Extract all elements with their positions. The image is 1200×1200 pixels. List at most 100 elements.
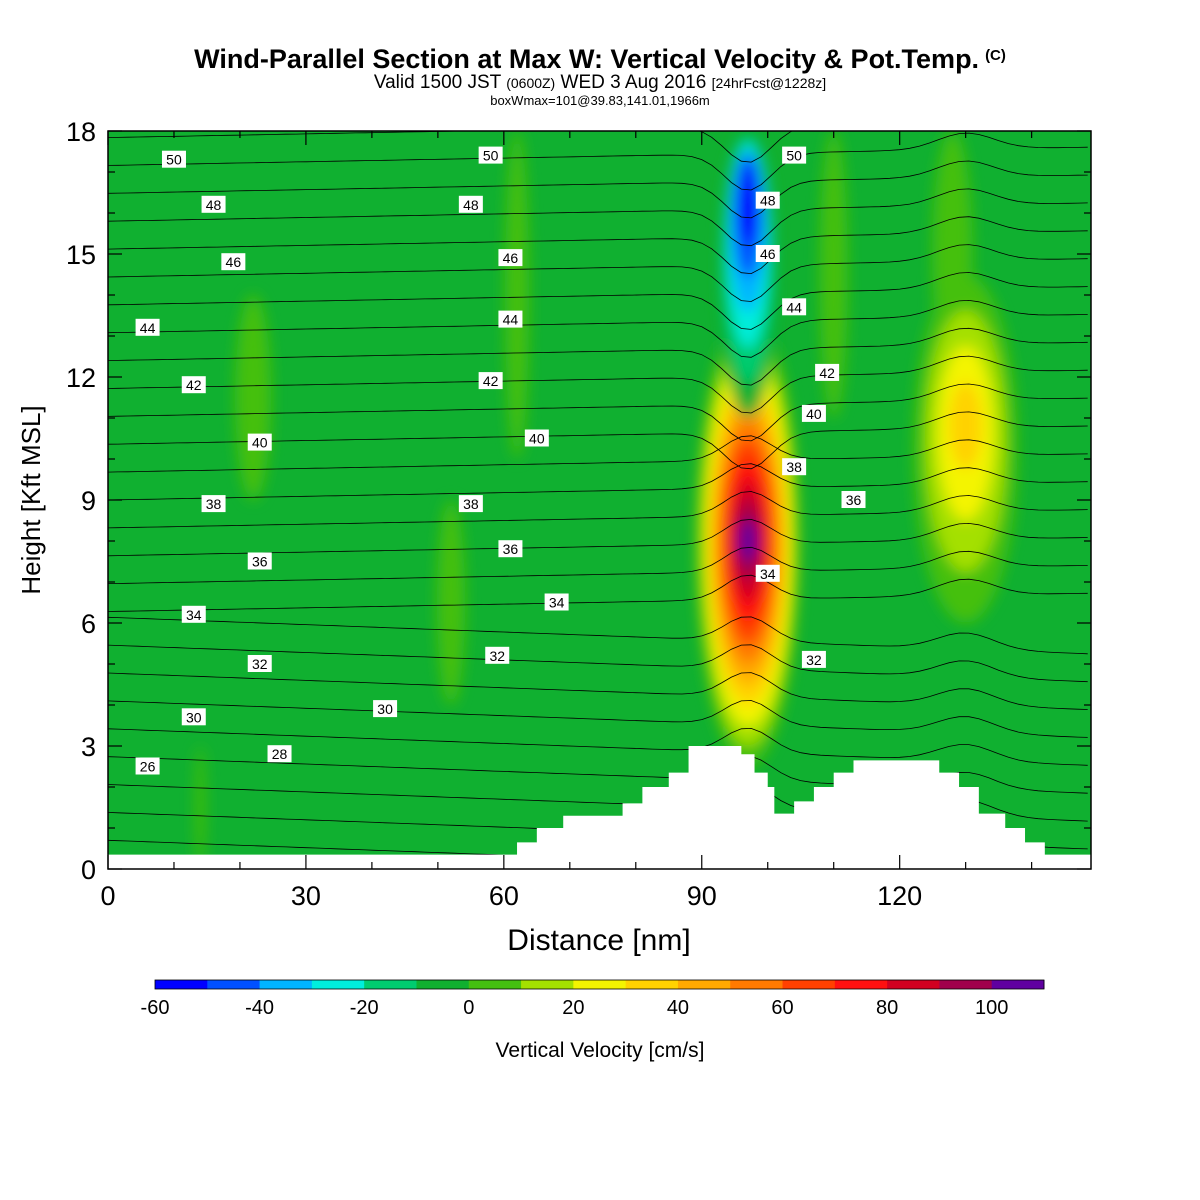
- theta-line-30: [108, 727, 1088, 766]
- svg-text:34: 34: [760, 566, 776, 582]
- svg-text:50: 50: [483, 148, 499, 164]
- colorbar-swatch-11: [730, 980, 784, 989]
- theta-label-14: 38: [458, 495, 483, 513]
- theta-label-28: 48: [201, 195, 226, 213]
- weak-updraft-0: [195, 746, 205, 869]
- y-tick-label-12: 12: [66, 363, 96, 393]
- svg-text:34: 34: [549, 595, 565, 611]
- theta-label-1: 28: [267, 745, 292, 763]
- svg-text:38: 38: [463, 496, 479, 512]
- theta-label-10: 36: [247, 552, 272, 570]
- theta-label-12: 36: [841, 491, 866, 508]
- colorbar-swatch-6: [468, 980, 522, 989]
- theta-label-32: 50: [478, 146, 503, 164]
- colorbar-swatch-10: [677, 980, 731, 989]
- utc-time: (0600Z): [506, 75, 556, 91]
- theta-line-51: [108, 132, 1088, 191]
- theta-line-40: [108, 435, 1088, 473]
- theta-contour-labels: 26 28 30 30 32 32 32 34 34 34 36 36 36 38 38 38 40 40 40 42…: [135, 146, 866, 775]
- svg-text:40: 40: [806, 406, 822, 422]
- colorbar-tick-0: 0: [463, 997, 474, 1019]
- theta-label-30: 48: [755, 191, 780, 209]
- svg-text:38: 38: [786, 459, 802, 475]
- theta-line-49: [108, 188, 1088, 247]
- svg-text:46: 46: [760, 246, 776, 262]
- theta-label-22: 44: [135, 318, 160, 336]
- svg-text:42: 42: [483, 373, 499, 389]
- theta-label-25: 46: [221, 253, 246, 271]
- theta-label-3: 30: [373, 700, 398, 718]
- theta-line-35: [108, 574, 1088, 612]
- valid-time: Valid 1500 JST: [373, 72, 501, 93]
- svg-text:46: 46: [503, 250, 519, 266]
- theta-line-46: [108, 272, 1088, 330]
- theta-label-24: 44: [782, 298, 807, 316]
- weak-updraft-5: [819, 131, 848, 418]
- w-level-0-10: [739, 520, 757, 562]
- theta-label-19: 42: [181, 376, 206, 394]
- theta-line-36: [108, 546, 1088, 584]
- svg-text:30: 30: [186, 709, 202, 725]
- svg-text:44: 44: [140, 320, 156, 336]
- colorbar-swatch-14: [887, 980, 940, 989]
- svg-text:36: 36: [846, 492, 862, 508]
- theta-label-9: 34: [755, 564, 780, 582]
- theta-line-43: [108, 355, 1088, 414]
- svg-text:30: 30: [377, 701, 393, 717]
- x-tick-label-60: 60: [489, 881, 519, 911]
- svg-text:40: 40: [529, 431, 545, 447]
- theta-label-11: 36: [498, 540, 523, 558]
- y-tick-label-3: 3: [81, 732, 96, 762]
- colorbar-swatch-5: [416, 980, 470, 989]
- theta-line-42: [108, 383, 1088, 442]
- theta-line-31: [108, 700, 1088, 738]
- theta-line-39: [108, 463, 1088, 501]
- colorbar-swatch-1: [207, 980, 261, 989]
- theta-label-20: 42: [478, 372, 503, 390]
- theta-label-26: 46: [498, 249, 523, 267]
- theta-line-47: [108, 244, 1088, 302]
- chart-subtitle: Valid 1500 JST (0600Z) WED 3 Aug 2016 [2…: [0, 72, 1200, 94]
- theta-line-52: [108, 131, 794, 163]
- svg-text:44: 44: [786, 299, 802, 315]
- svg-text:48: 48: [463, 197, 479, 213]
- plot-area: 26 28 30 30 32 32 32 34 34 34 36 36 36 38 38 38 40 40 40 42…: [107, 130, 1092, 870]
- theta-label-4: 32: [247, 655, 272, 672]
- theta-line-33: [108, 644, 1088, 683]
- colorbar-tick-100: 100: [975, 997, 1008, 1019]
- theta-label-18: 40: [801, 404, 826, 422]
- theta-label-7: 34: [181, 605, 206, 623]
- colorbar-label: Vertical Velocity [cm/s]: [496, 1039, 705, 1062]
- theta-label-16: 40: [247, 433, 272, 451]
- x-tick-label-0: 0: [100, 881, 115, 911]
- svg-text:26: 26: [140, 759, 156, 775]
- y-tick-label-6: 6: [81, 609, 96, 639]
- colorbar-tick-80: 80: [876, 997, 898, 1019]
- y-axis-label: Height [Kft MSL]: [16, 405, 46, 594]
- svg-text:48: 48: [760, 193, 776, 209]
- theta-label-17: 40: [524, 429, 549, 447]
- colorbar-swatch-9: [625, 980, 679, 989]
- theta-label-29: 48: [458, 195, 483, 213]
- x-tick-label-120: 120: [877, 881, 922, 911]
- theta-line-32: [108, 672, 1088, 710]
- y-tick-label-0: 0: [81, 855, 96, 885]
- y-tick-label-9: 9: [81, 486, 96, 516]
- theta-label-5: 32: [485, 646, 510, 664]
- colorbar-tick--20: -20: [350, 997, 379, 1019]
- colorbar-swatch-12: [782, 980, 836, 989]
- x-tick-label-90: 90: [687, 881, 717, 911]
- svg-text:42: 42: [186, 377, 202, 393]
- svg-text:50: 50: [166, 152, 182, 168]
- theta-label-8: 34: [544, 593, 569, 611]
- vertical-velocity-field: [195, 131, 1018, 869]
- svg-text:40: 40: [252, 435, 268, 451]
- svg-text:32: 32: [806, 652, 822, 668]
- copyright-mark: (C): [985, 47, 1006, 64]
- colorbar-tick-40: 40: [667, 997, 689, 1019]
- chart-title: Wind-Parallel Section at Max W: Vertical…: [0, 44, 1200, 75]
- colorbar-tick--40: -40: [245, 997, 274, 1019]
- theta-label-0: 26: [135, 757, 160, 775]
- theta-line-50: [108, 160, 1088, 219]
